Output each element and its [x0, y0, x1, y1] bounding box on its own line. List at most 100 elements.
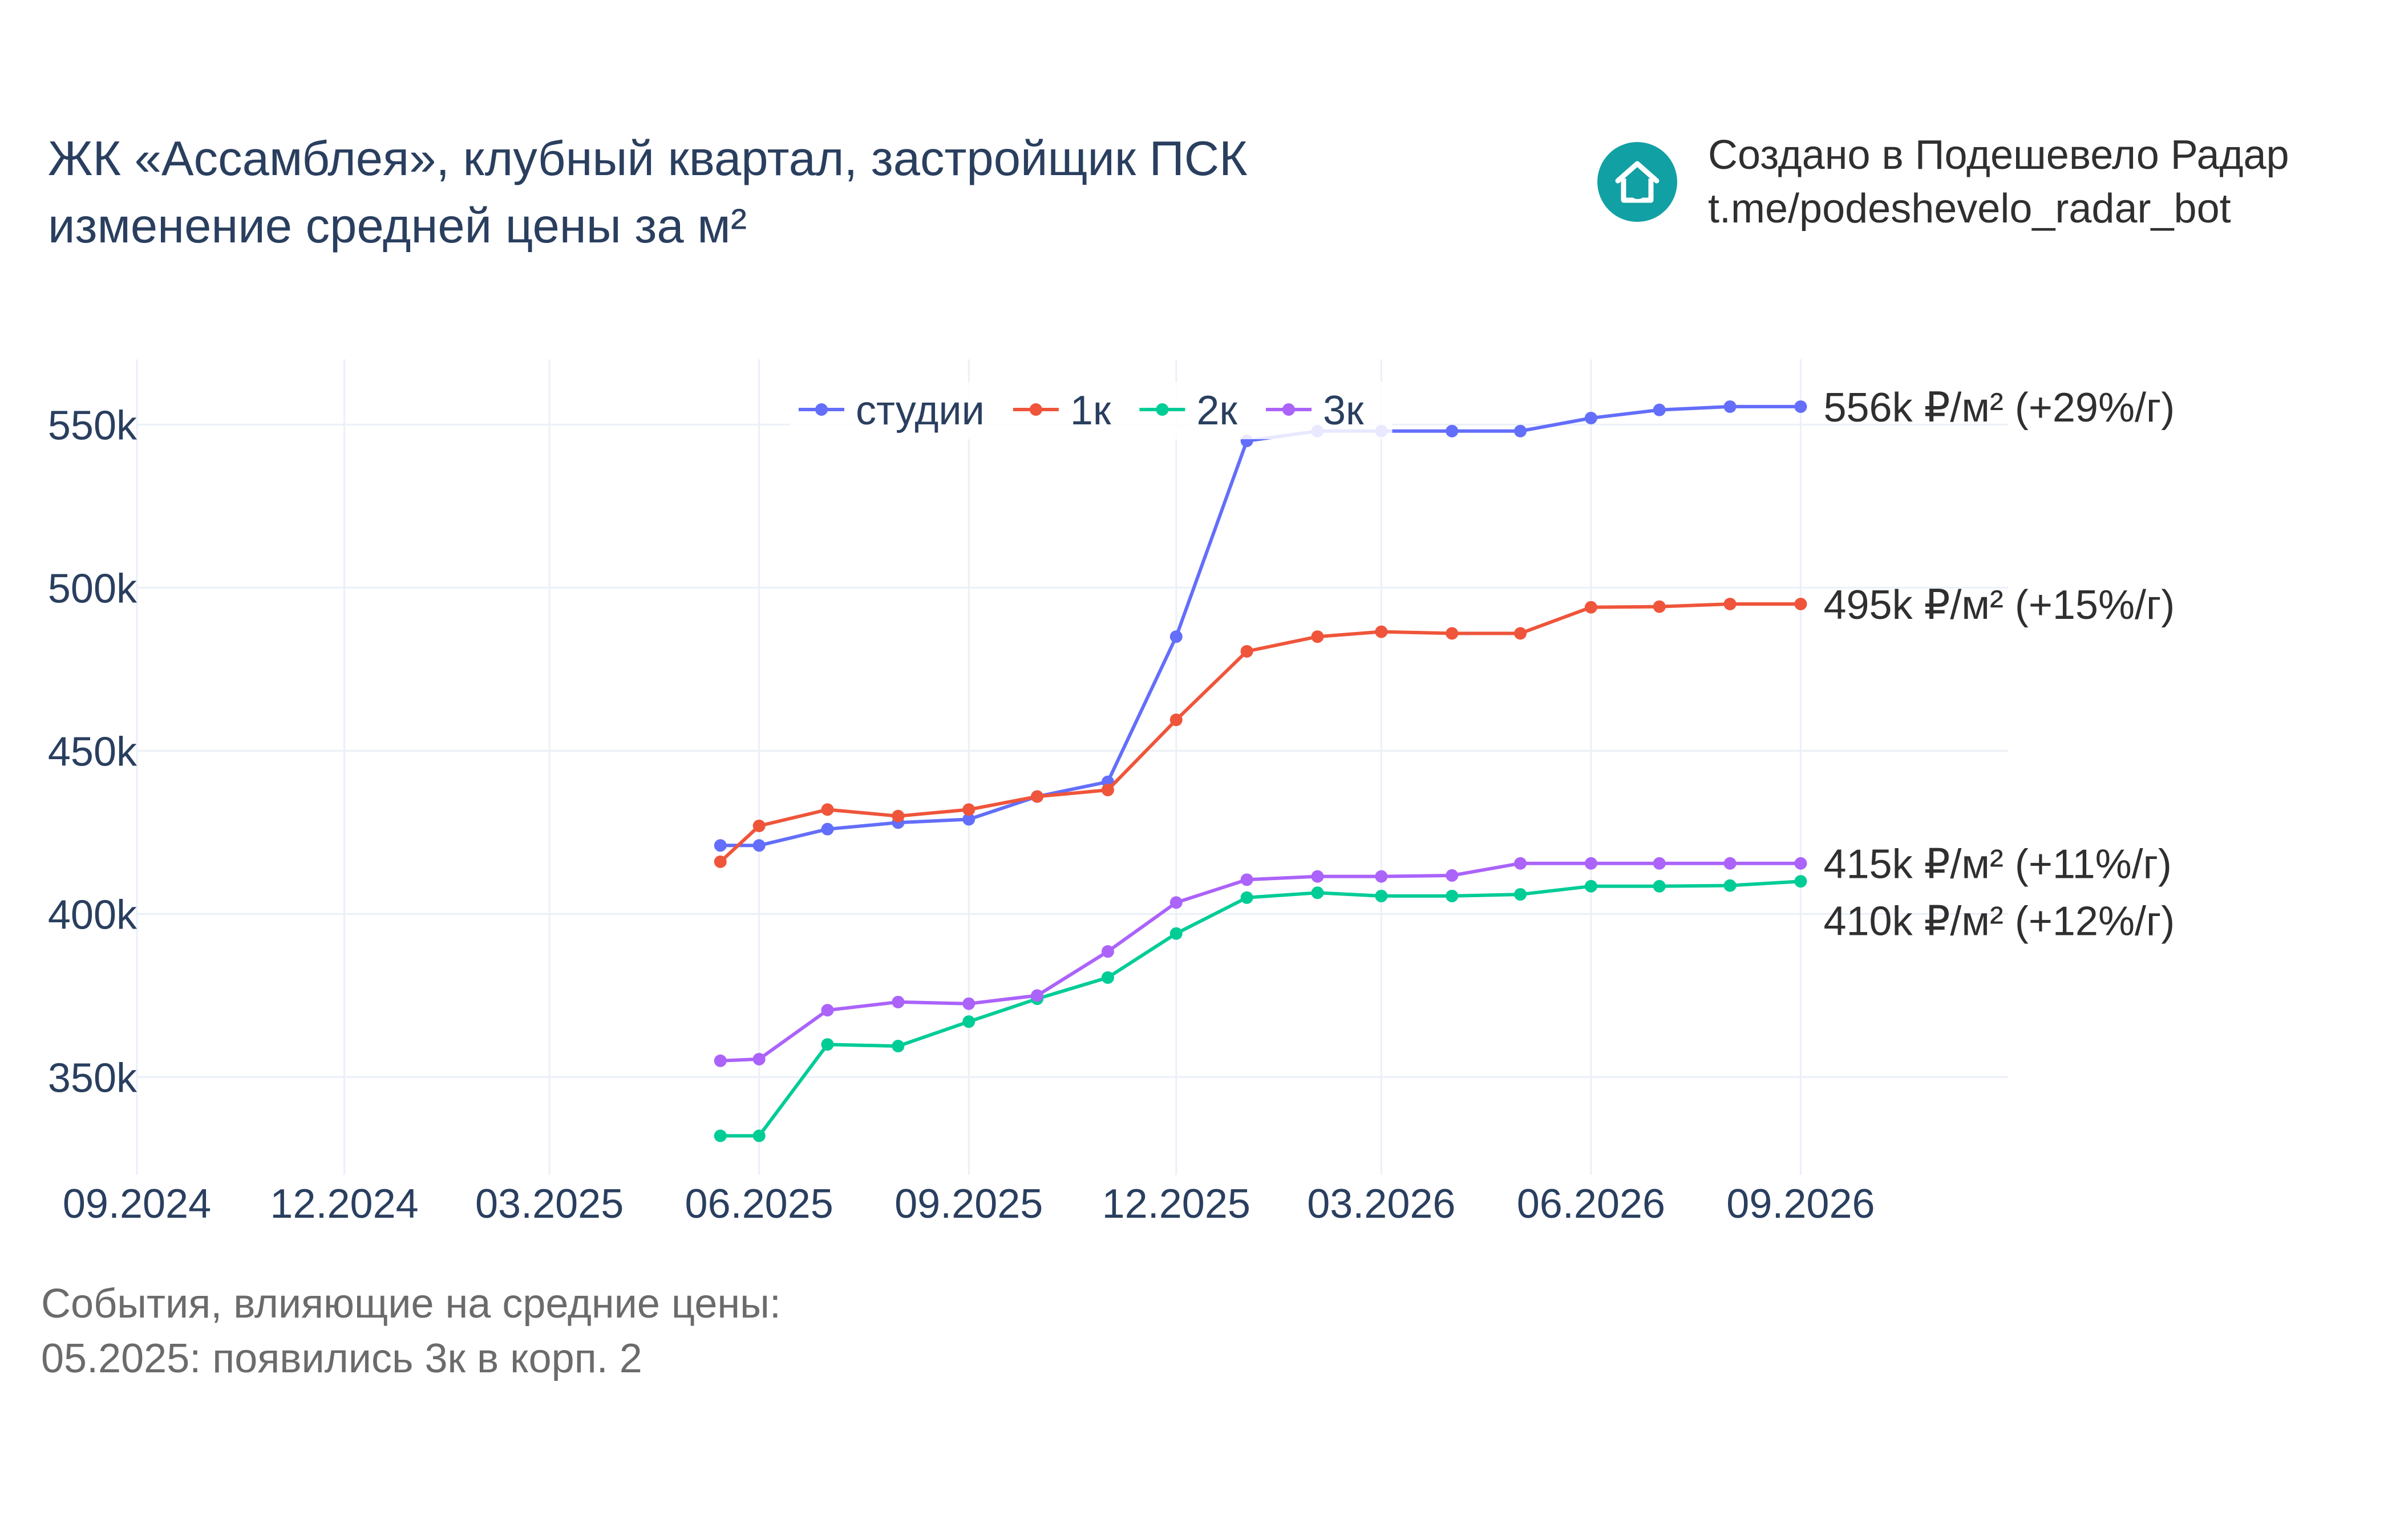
data-point [1311, 870, 1324, 883]
data-point [714, 855, 727, 868]
x-tick-label: 03.2025 [475, 1181, 624, 1227]
brand-block: Создано в Подешевело Радар t.me/podeshev… [1597, 128, 2289, 236]
data-point [1101, 971, 1114, 984]
data-point [821, 803, 834, 816]
series-line-3 [720, 861, 1801, 1063]
data-point [752, 839, 766, 852]
x-tick-label: 09.2025 [895, 1181, 1043, 1227]
data-point [1653, 857, 1666, 870]
y-tick-label: 500k [48, 566, 137, 611]
data-point [1514, 627, 1527, 640]
data-point [714, 1054, 727, 1067]
series-layer [714, 400, 1807, 1142]
data-point [1375, 625, 1388, 638]
x-tick-label: 03.2026 [1307, 1181, 1455, 1227]
data-point [1794, 857, 1807, 870]
data-point [1794, 875, 1807, 888]
data-point [1794, 598, 1807, 610]
y-tick-label: 450k [48, 729, 137, 775]
end-labels: 556k ₽/м² (+29%/г) 495k ₽/м² (+15%/г) 415k… [1823, 385, 2175, 945]
data-point [1653, 600, 1666, 613]
data-point [821, 1038, 834, 1051]
grid [136, 359, 2008, 1175]
events-block: События, влияющие на средние цены: 05.20… [41, 1276, 781, 1386]
data-point [1514, 888, 1527, 901]
data-point [1723, 400, 1737, 413]
data-point [892, 1040, 905, 1053]
y-tick-label: 350k [48, 1055, 137, 1101]
end-label-0: 556k ₽/м² (+29%/г) [1823, 385, 2175, 431]
data-point [1723, 857, 1737, 870]
data-point [1446, 627, 1459, 640]
brand-text: Создано в Подешевело Радар t.me/podeshev… [1708, 128, 2289, 236]
data-point [962, 997, 976, 1010]
legend-marker-3 [1282, 403, 1295, 416]
data-point [1169, 714, 1183, 727]
data-point [1311, 886, 1324, 899]
y-axis: 350k 400k 450k 500k 550k [48, 403, 137, 1101]
chart-title-line-1: ЖК «Ассамблея», клубный квартал, застрой… [48, 132, 1248, 186]
data-point [1101, 945, 1114, 958]
end-label-3: 415k ₽/м² (+11%/г) [1823, 842, 2171, 887]
data-point [1240, 873, 1253, 886]
data-point [962, 1015, 976, 1028]
data-point [714, 839, 727, 852]
data-point [1240, 645, 1253, 658]
legend-label-2: 2к [1196, 388, 1237, 433]
data-point [1169, 927, 1183, 940]
x-tick-label: 06.2025 [685, 1181, 833, 1227]
end-label-1: 495k ₽/м² (+15%/г) [1823, 582, 2175, 628]
x-tick-label: 09.2026 [1726, 1181, 1875, 1227]
brand-name: Создано в Подешевело Радар [1708, 132, 2289, 178]
data-point [892, 809, 905, 822]
data-point [1794, 400, 1807, 413]
x-tick-label: 12.2024 [270, 1181, 418, 1227]
data-point [752, 1129, 766, 1142]
house-refresh-icon [1597, 142, 1677, 222]
data-point [752, 1052, 766, 1065]
data-point [892, 995, 905, 1008]
data-point [1446, 869, 1459, 882]
end-label-2: 410k ₽/м² (+12%/г) [1823, 899, 2175, 945]
chart-title-line-2: изменение средней цены за м² [48, 199, 747, 253]
x-tick-label: 06.2026 [1517, 1181, 1665, 1227]
legend-marker-1 [1029, 403, 1042, 416]
series-line-0 [720, 404, 1801, 848]
y-tick-label: 550k [48, 403, 137, 448]
legend-marker-2 [1156, 403, 1169, 416]
series-line-2 [720, 880, 1801, 1138]
data-point [1311, 630, 1324, 643]
data-point [1723, 598, 1737, 610]
data-point [821, 822, 834, 836]
data-point [1723, 879, 1737, 892]
x-tick-label: 09.2024 [63, 1181, 211, 1227]
data-point [1169, 896, 1183, 909]
data-point [962, 813, 976, 826]
chart-title: ЖК «Ассамблея», клубный квартал, застрой… [48, 125, 1248, 260]
data-point [1240, 891, 1253, 904]
x-axis: 09.2024 12.2024 03.2025 06.2025 09.2025 12.20… [63, 1181, 1875, 1227]
brand-link[interactable]: t.me/podeshevelo_radar_bot [1708, 186, 2231, 232]
data-point [1653, 403, 1666, 416]
data-point [1446, 889, 1459, 902]
data-point [1514, 424, 1527, 437]
y-tick-label: 400k [48, 892, 137, 938]
data-point [962, 803, 976, 816]
data-point [1375, 870, 1388, 883]
data-point [1031, 989, 1044, 1002]
data-point [1584, 880, 1597, 893]
data-point [821, 1004, 834, 1017]
data-point [714, 1129, 727, 1142]
data-point [752, 819, 766, 832]
x-tick-label: 12.2025 [1102, 1181, 1250, 1227]
data-point [1446, 424, 1459, 437]
data-point [1169, 630, 1183, 643]
data-point [1375, 889, 1388, 902]
data-point [1584, 411, 1597, 424]
data-point [1514, 857, 1527, 870]
legend-label-3: 3к [1323, 388, 1364, 433]
data-point [1584, 601, 1597, 614]
events-heading: События, влияющие на средние цены: [41, 1281, 781, 1327]
data-point [1653, 880, 1666, 893]
